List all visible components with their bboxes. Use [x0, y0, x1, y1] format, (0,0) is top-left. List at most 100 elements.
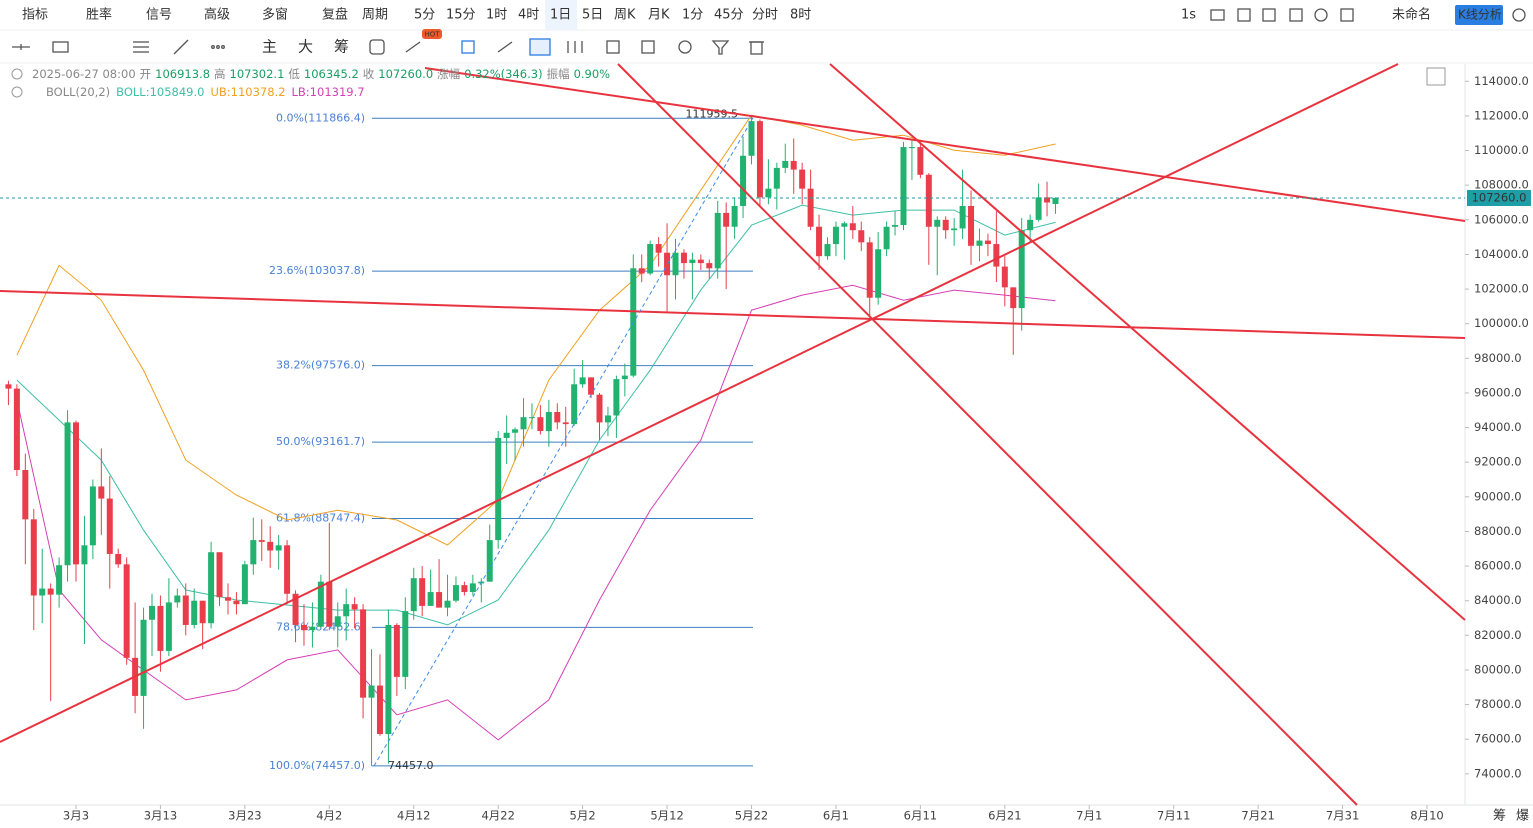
period-tab[interactable]: 5分	[414, 8, 435, 23]
candle-body	[469, 583, 476, 593]
candle-body	[790, 160, 797, 170]
candle-body	[571, 384, 578, 425]
period-tab[interactable]: 1分	[682, 8, 703, 23]
candle-body	[393, 624, 400, 677]
candle-body	[368, 685, 375, 698]
candle-body	[309, 626, 316, 631]
candle-body	[655, 244, 662, 253]
trend-lines	[0, 63, 1466, 806]
period-tab[interactable]: 15分	[446, 8, 476, 23]
indicator-part: BOLL:105849.0	[116, 85, 204, 99]
candle-body	[452, 585, 459, 601]
y-tick-label: 82000.0	[1474, 628, 1522, 642]
tool-item[interactable]: 大	[298, 38, 313, 56]
corner-item[interactable]: 筹	[1493, 808, 1506, 824]
fib-label: 61.8%(88747.4)	[276, 512, 365, 525]
candle-body	[512, 429, 519, 433]
fib-high-label: 111959.5	[686, 108, 739, 121]
candle-body	[250, 540, 257, 565]
info-part: 0.32%(346.3)	[464, 67, 542, 81]
period-tab[interactable]: 1时	[486, 8, 507, 23]
candle-body	[883, 226, 890, 250]
candle-body	[461, 585, 468, 593]
period-tab[interactable]: 8时	[790, 8, 811, 23]
candle-body	[520, 417, 527, 430]
toolbar-item[interactable]: 信号	[146, 8, 172, 23]
period-tab[interactable]: 45分	[714, 8, 744, 23]
indicator-part: LB:101319.7	[292, 85, 365, 99]
candle-body	[588, 377, 595, 395]
candle-body	[233, 600, 240, 605]
candle-body	[495, 437, 502, 541]
expand-button[interactable]	[1426, 67, 1446, 86]
period-tab[interactable]: 4时	[518, 8, 539, 23]
y-tick-label: 88000.0	[1474, 524, 1522, 538]
candle-body	[1052, 198, 1059, 204]
candle-body	[275, 545, 282, 551]
indicator-part: BOLL(20,2)	[46, 85, 110, 99]
candle-body	[123, 564, 130, 658]
toolbar-item[interactable]: 未命名	[1392, 7, 1431, 23]
candle-body	[343, 604, 350, 617]
candle-body	[402, 611, 409, 677]
period-tab[interactable]: 5日	[582, 8, 603, 23]
x-tick-label: 7月21	[1241, 809, 1274, 823]
candle-body	[258, 540, 265, 542]
candle-body	[39, 588, 46, 596]
candle-body	[140, 619, 147, 696]
x-tick-label: 8月10	[1410, 809, 1443, 823]
period-tab[interactable]: 分时	[752, 8, 778, 23]
period-tab[interactable]: 周K	[614, 8, 636, 23]
candle-body	[267, 541, 274, 551]
toolbar-item[interactable]: 高级	[204, 7, 230, 23]
y-tick-label: 94000.0	[1474, 420, 1522, 434]
toolbar-item[interactable]: 多窗	[262, 7, 288, 23]
candle-body	[427, 592, 434, 606]
fib-diagonal	[373, 117, 754, 767]
y-tick-label: 96000.0	[1474, 385, 1522, 399]
candle-body	[638, 268, 645, 274]
candle-body	[959, 205, 966, 229]
candle-body	[326, 581, 333, 627]
toolbar-item[interactable]: 周期	[362, 8, 388, 23]
tool-item[interactable]: 筹	[334, 38, 349, 56]
x-tick-label: 6月11	[904, 809, 937, 823]
period-tab[interactable]: 月K	[648, 8, 670, 23]
candle-body	[900, 147, 907, 226]
indicator-toggle[interactable]	[11, 86, 23, 98]
toolbar-item[interactable]: 1s	[1181, 8, 1196, 23]
toolbar-item[interactable]: 复盘	[322, 7, 348, 23]
corner-item[interactable]: 爆	[1516, 809, 1529, 824]
info-toggle[interactable]	[11, 68, 23, 80]
candle-body	[993, 244, 1000, 267]
y-tick-label: 106000.0	[1474, 212, 1529, 226]
info-part: 107302.1	[230, 67, 285, 81]
tool-item[interactable]: 主	[262, 38, 277, 56]
toolbar-item[interactable]: K线分析	[1458, 8, 1502, 22]
period-tab[interactable]: 1日	[550, 8, 571, 23]
y-tick-label: 100000.0	[1474, 316, 1529, 330]
drawing-tools[interactable]	[12, 8, 1526, 56]
hot-label: HOT	[424, 31, 440, 39]
x-tick-label: 3月23	[228, 809, 261, 823]
candle-body	[740, 155, 747, 206]
x-tick-label: 5月22	[735, 809, 768, 823]
candle-body	[858, 230, 865, 243]
candle-body	[376, 685, 383, 735]
candle-body	[604, 415, 611, 423]
candle-body	[224, 597, 231, 601]
info-part: 0.90%	[574, 67, 611, 81]
y-tick-label: 102000.0	[1474, 282, 1529, 296]
toolbar-item[interactable]: 指标	[22, 8, 48, 23]
top-toolbar	[0, 0, 1533, 30]
analysis-button[interactable]	[1455, 5, 1503, 25]
candle-body	[199, 600, 206, 624]
candle-body	[351, 604, 358, 610]
toolbar-item[interactable]: 胜率	[86, 7, 112, 23]
candle-body	[562, 422, 569, 425]
candle-body	[984, 240, 991, 245]
x-tick-label: 3月13	[144, 809, 177, 823]
candle-body	[208, 552, 215, 624]
last-price-label: 107260.0	[1472, 191, 1527, 205]
x-tick-label: 7月31	[1326, 809, 1359, 823]
